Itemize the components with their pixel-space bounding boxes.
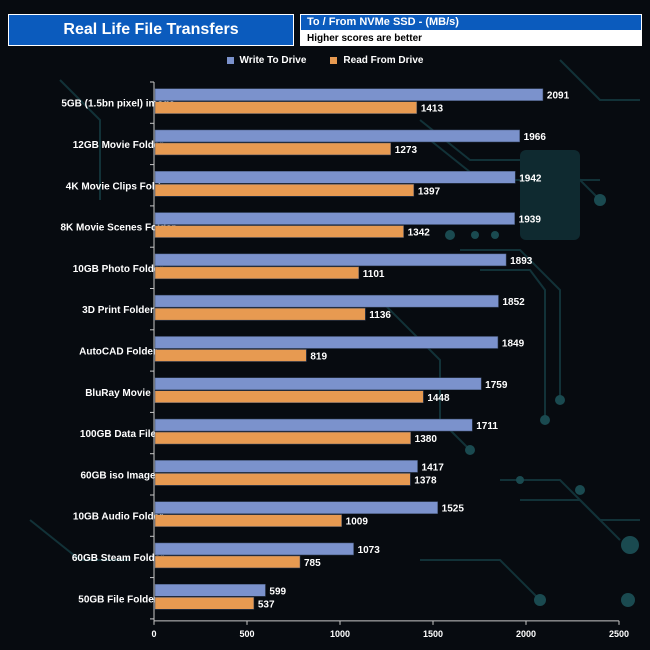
category-label: 60GB iso Image xyxy=(80,470,155,481)
chart-note: Higher scores are better xyxy=(300,31,642,46)
bar-read xyxy=(154,349,307,362)
data-label-write: 599 xyxy=(269,586,286,597)
bar-write xyxy=(154,88,544,101)
x-tick-label: 0 xyxy=(151,629,156,639)
legend-swatch-read xyxy=(330,56,338,64)
bar-read xyxy=(154,266,360,280)
data-label-write: 1759 xyxy=(485,380,508,391)
legend: Write To Drive Read From Drive xyxy=(0,53,650,67)
data-label-write: 1525 xyxy=(442,504,465,515)
data-label-write: 1711 xyxy=(476,421,498,432)
x-tick-label: 1000 xyxy=(330,629,350,639)
data-label-read: 1380 xyxy=(415,434,438,445)
legend-item-write: Write To Drive xyxy=(226,53,307,67)
data-label-write: 1966 xyxy=(524,132,547,143)
bar-read xyxy=(154,431,411,445)
category-label: 10GB Audio Folder xyxy=(73,512,163,523)
bar-write xyxy=(154,294,499,308)
data-label-read: 1378 xyxy=(414,475,437,486)
x-tick-label: 2000 xyxy=(516,629,536,639)
category-label: 100GB Data File xyxy=(80,429,157,440)
data-label-write: 1849 xyxy=(502,338,525,349)
bar-write xyxy=(154,377,482,390)
data-label-read: 1273 xyxy=(395,145,418,156)
data-label-read: 785 xyxy=(304,558,321,569)
bar-write xyxy=(154,212,515,225)
chart-title: Real Life File Transfers xyxy=(8,14,294,46)
bar-read xyxy=(154,142,392,156)
category-label: 5GB (1.5bn pixel) image xyxy=(61,99,175,110)
bar-write xyxy=(154,336,499,349)
bar-read xyxy=(154,597,255,610)
data-label-read: 1009 xyxy=(346,517,369,528)
bar-read xyxy=(154,101,418,114)
data-label-read: 1136 xyxy=(369,310,391,321)
data-label-write: 1852 xyxy=(502,297,525,308)
bar-write xyxy=(154,584,266,597)
legend-label-write: Write To Drive xyxy=(239,54,307,66)
bar-write xyxy=(154,171,516,184)
bar-read xyxy=(154,555,301,569)
data-label-read: 537 xyxy=(258,599,275,610)
legend-label-read: Read From Drive xyxy=(343,54,424,66)
category-label: AutoCAD Folder xyxy=(79,346,157,357)
bar-read xyxy=(154,514,342,527)
x-tick-label: 2500 xyxy=(609,629,629,639)
data-label-write: 2091 xyxy=(547,91,570,102)
data-label-read: 819 xyxy=(310,351,327,362)
chart-subtitle: To / From NVMe SSD - (MB/s) xyxy=(300,14,642,31)
category-label: 50GB File Folder xyxy=(78,594,158,605)
bar-write xyxy=(154,418,473,432)
data-label-read: 1397 xyxy=(418,186,441,197)
bar-write xyxy=(154,253,507,267)
data-label-write: 1942 xyxy=(519,173,542,184)
category-label: 12GB Movie Folder xyxy=(73,140,164,151)
bar-read xyxy=(154,184,415,197)
x-tick-label: 1500 xyxy=(423,629,443,639)
bar-write xyxy=(154,129,520,143)
bar-write xyxy=(154,542,354,556)
category-label: BluRay Movie xyxy=(85,388,151,399)
category-label: 60GB Steam Folder xyxy=(72,553,164,564)
bar-write xyxy=(154,501,438,514)
data-label-write: 1893 xyxy=(510,256,533,267)
category-label: 10GB Photo Folder xyxy=(73,264,164,275)
bar-read xyxy=(154,307,366,321)
category-label: 8K Movie Scenes Folder xyxy=(60,223,175,234)
data-label-write: 1417 xyxy=(422,462,445,473)
data-label-read: 1101 xyxy=(363,269,385,280)
category-label: 3D Print Folder xyxy=(82,305,154,316)
x-tick-label: 500 xyxy=(239,629,254,639)
category-label: 4K Movie Clips Folder xyxy=(66,181,171,192)
legend-item-read: Read From Drive xyxy=(330,53,423,67)
bar-read xyxy=(154,225,404,238)
data-label-write: 1939 xyxy=(519,215,542,226)
legend-swatch-write xyxy=(226,56,234,64)
data-label-read: 1448 xyxy=(427,393,450,404)
data-label-write: 1073 xyxy=(358,545,381,556)
bar-read xyxy=(154,473,411,486)
data-label-read: 1413 xyxy=(421,104,444,115)
bar-read xyxy=(154,390,424,403)
data-label-read: 1342 xyxy=(408,228,431,239)
bar-write xyxy=(154,460,418,473)
